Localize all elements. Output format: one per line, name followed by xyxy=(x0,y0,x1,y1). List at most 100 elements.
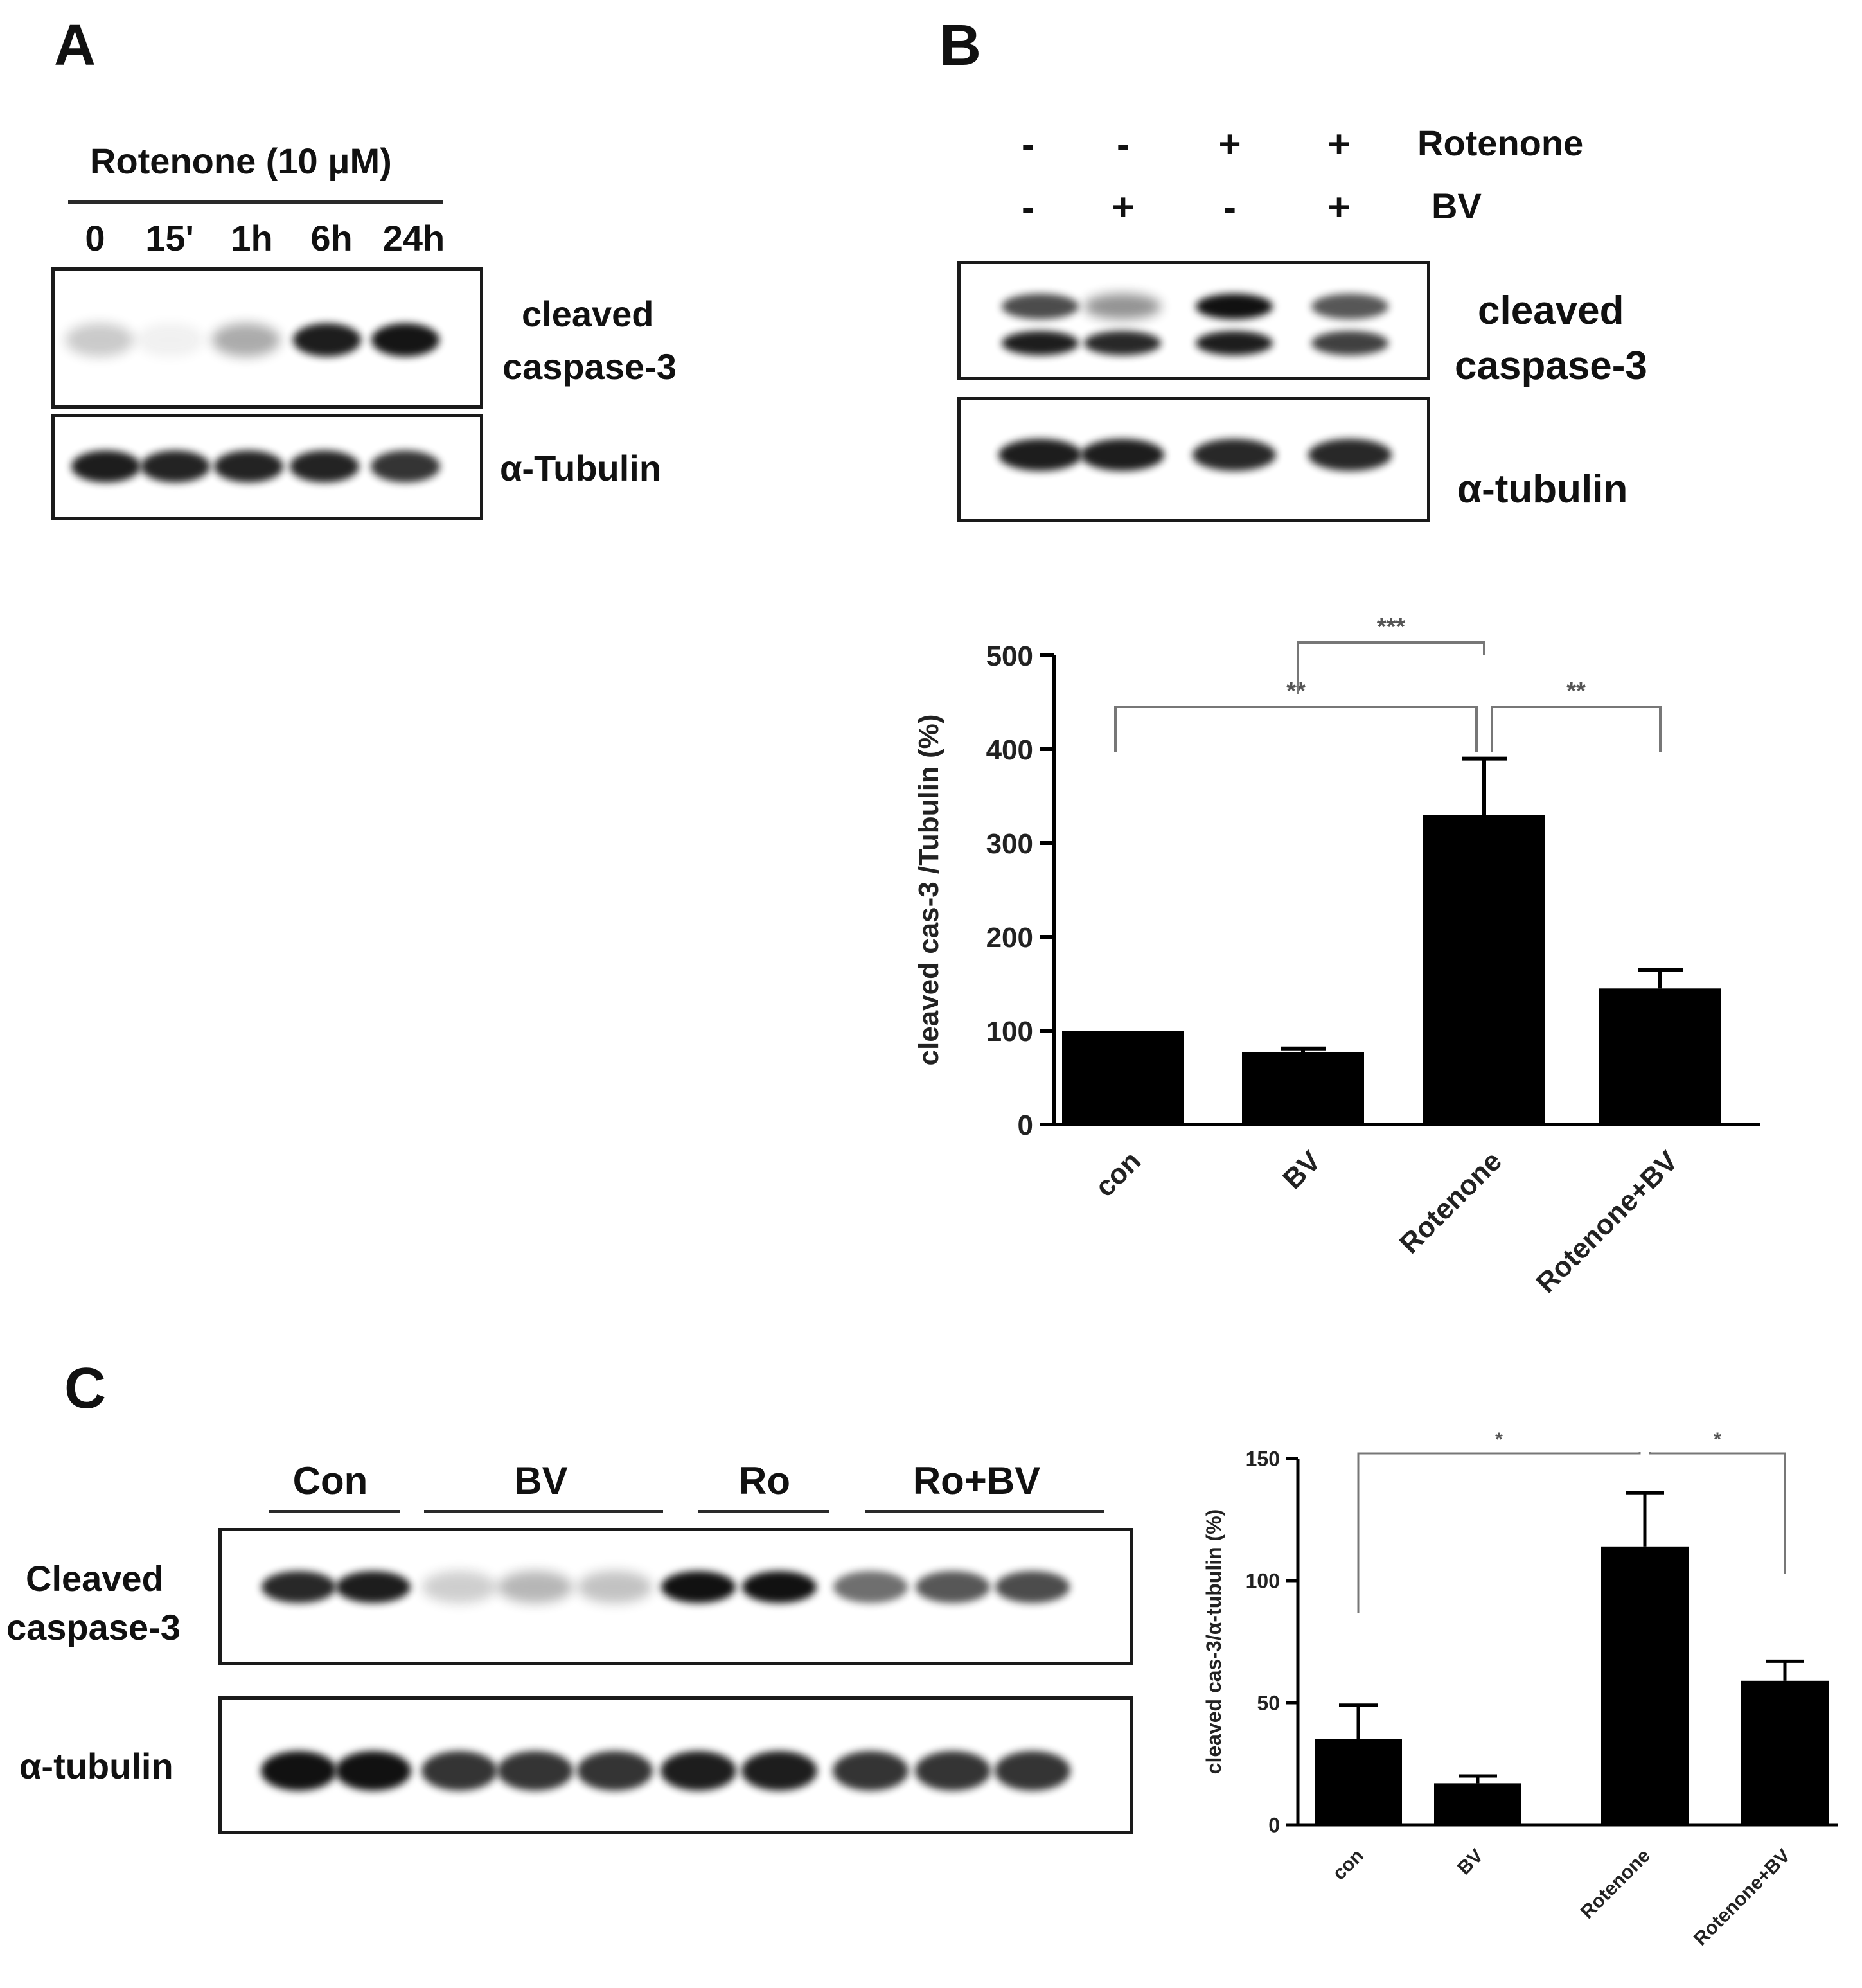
panel-a-treatment-label: Rotenone (10 μM) xyxy=(90,141,392,181)
y-tick-label: 500 xyxy=(986,641,1033,672)
tubulin-band xyxy=(261,1751,337,1791)
tubulin-band xyxy=(661,1751,736,1791)
panel-a-time-label: 1h xyxy=(231,218,273,258)
panel-c-group-label: Ro xyxy=(739,1459,790,1502)
bar xyxy=(1434,1783,1521,1825)
significance-label: * xyxy=(1495,1429,1503,1450)
tubulin-band xyxy=(214,450,283,483)
x-category-label: con xyxy=(1089,1145,1147,1203)
panel-b-caspase-blot xyxy=(957,261,1430,380)
panel-a-tubulin-blot xyxy=(51,414,483,520)
panel-c-band-label: caspase-3 xyxy=(6,1607,181,1647)
y-tick-label: 100 xyxy=(986,1016,1033,1047)
caspase-band xyxy=(136,323,204,357)
x-category-label: BV xyxy=(1277,1145,1327,1195)
y-axis-title: cleaved cas-3 /Tubulin (%) xyxy=(913,714,944,1066)
tubulin-band xyxy=(1081,439,1164,471)
panel-c-band-label: Cleaved xyxy=(26,1558,164,1599)
tubulin-band xyxy=(577,1751,653,1791)
tubulin-band xyxy=(915,1751,991,1791)
tubulin-band xyxy=(497,1751,573,1791)
panel-b-sign: + xyxy=(1218,123,1241,166)
panel-b-sign: - xyxy=(1117,123,1130,166)
y-tick-label: 200 xyxy=(986,922,1033,954)
panel-a-time-label: 6h xyxy=(310,218,353,258)
y-tick-label: 300 xyxy=(986,828,1033,860)
significance-label: ** xyxy=(1286,678,1306,705)
x-category-label: Rotenone+BV xyxy=(1690,1845,1795,1950)
significance-bracket xyxy=(1297,641,1485,694)
panel-a-band-label: caspase-3 xyxy=(502,346,677,387)
panel-b-row-label: BV xyxy=(1432,186,1482,226)
caspase-upper-band xyxy=(1002,294,1079,319)
x-category-label: BV xyxy=(1453,1845,1487,1879)
y-tick-label: 100 xyxy=(1246,1570,1280,1593)
caspase-lower-band xyxy=(1196,331,1273,355)
significance-bracket xyxy=(1114,706,1478,752)
bar xyxy=(1242,1052,1364,1124)
panel-b-sign: - xyxy=(1223,186,1236,229)
tubulin-band xyxy=(335,1751,411,1791)
panel-c-group-label: Ro+BV xyxy=(912,1459,1041,1502)
tubulin-band xyxy=(1193,439,1276,471)
panel-a-band-label: cleaved xyxy=(522,294,654,334)
panel-a-time-label: 24h xyxy=(382,218,445,258)
panel-b-row-label: Rotenone xyxy=(1417,123,1584,163)
significance-bracket xyxy=(1491,706,1662,752)
y-tick-label: 150 xyxy=(1246,1448,1280,1471)
bar xyxy=(1601,1546,1689,1825)
panel-c-group-rule xyxy=(865,1510,1104,1513)
caspase-upper-band xyxy=(1311,294,1388,319)
bar xyxy=(1315,1739,1402,1825)
panel-b-bar-chart: 0 100 200 300 400 500 cleaved cas-3 /Tubulin (… xyxy=(913,614,1760,1299)
caspase-band xyxy=(212,323,280,357)
bar xyxy=(1741,1680,1829,1825)
bar xyxy=(1423,815,1545,1124)
y-tick-label: 50 xyxy=(1257,1692,1280,1715)
panel-a-treatment-rule xyxy=(68,200,443,204)
caspase-lower-band xyxy=(1311,331,1388,355)
panel-b-sign: + xyxy=(1112,186,1135,229)
panel-c-group-label: BV xyxy=(514,1459,568,1502)
y-tick-label: 0 xyxy=(1018,1110,1033,1141)
caspase-band xyxy=(422,1571,497,1603)
x-category-label: Rotenone xyxy=(1394,1145,1508,1259)
tubulin-band xyxy=(741,1751,817,1791)
caspase-band xyxy=(66,323,134,357)
panel-a-caspase-blot xyxy=(51,267,483,409)
bar xyxy=(1599,988,1721,1124)
tubulin-band xyxy=(995,1751,1070,1791)
significance-label: ** xyxy=(1566,678,1586,705)
significance-label: *** xyxy=(1377,614,1406,641)
panel-b-band-label: cleaved xyxy=(1478,288,1624,333)
panel-c-bar-chart: 0 50 100 150 cleaved cas-3/α-tubulin (%) con B… xyxy=(1202,1429,1838,1950)
caspase-lower-band xyxy=(1084,331,1161,355)
tubulin-band xyxy=(833,1751,909,1791)
tubulin-band xyxy=(290,450,359,483)
y-tick-label: 0 xyxy=(1268,1814,1280,1837)
caspase-lower-band xyxy=(1002,331,1079,355)
y-axis-title: cleaved cas-3/α-tubulin (%) xyxy=(1202,1509,1225,1775)
panel-c-band-label: α-tubulin xyxy=(19,1746,173,1786)
caspase-band xyxy=(742,1571,817,1603)
x-category-label: con xyxy=(1329,1845,1368,1885)
panel-c-tubulin-blot xyxy=(218,1696,1133,1834)
panel-c-group-rule xyxy=(424,1510,663,1513)
caspase-band xyxy=(995,1571,1070,1603)
panel-c-caspase-blot xyxy=(218,1528,1133,1665)
panel-b-sign: + xyxy=(1327,123,1351,166)
caspase-upper-band xyxy=(1196,294,1273,319)
caspase-band xyxy=(336,1571,411,1603)
y-tick-label: 400 xyxy=(986,734,1033,766)
panel-c-group-label: Con xyxy=(292,1459,368,1502)
caspase-band xyxy=(262,1571,336,1603)
significance-bracket xyxy=(1649,1452,1786,1574)
panel-b-sign: + xyxy=(1327,186,1351,229)
panel-b-band-label: α-tubulin xyxy=(1457,467,1628,511)
caspase-band xyxy=(833,1571,908,1603)
tubulin-band xyxy=(141,450,210,483)
panel-c-group-rule xyxy=(269,1510,400,1513)
caspase-band xyxy=(916,1571,990,1603)
panel-a-letter: A xyxy=(54,13,96,78)
